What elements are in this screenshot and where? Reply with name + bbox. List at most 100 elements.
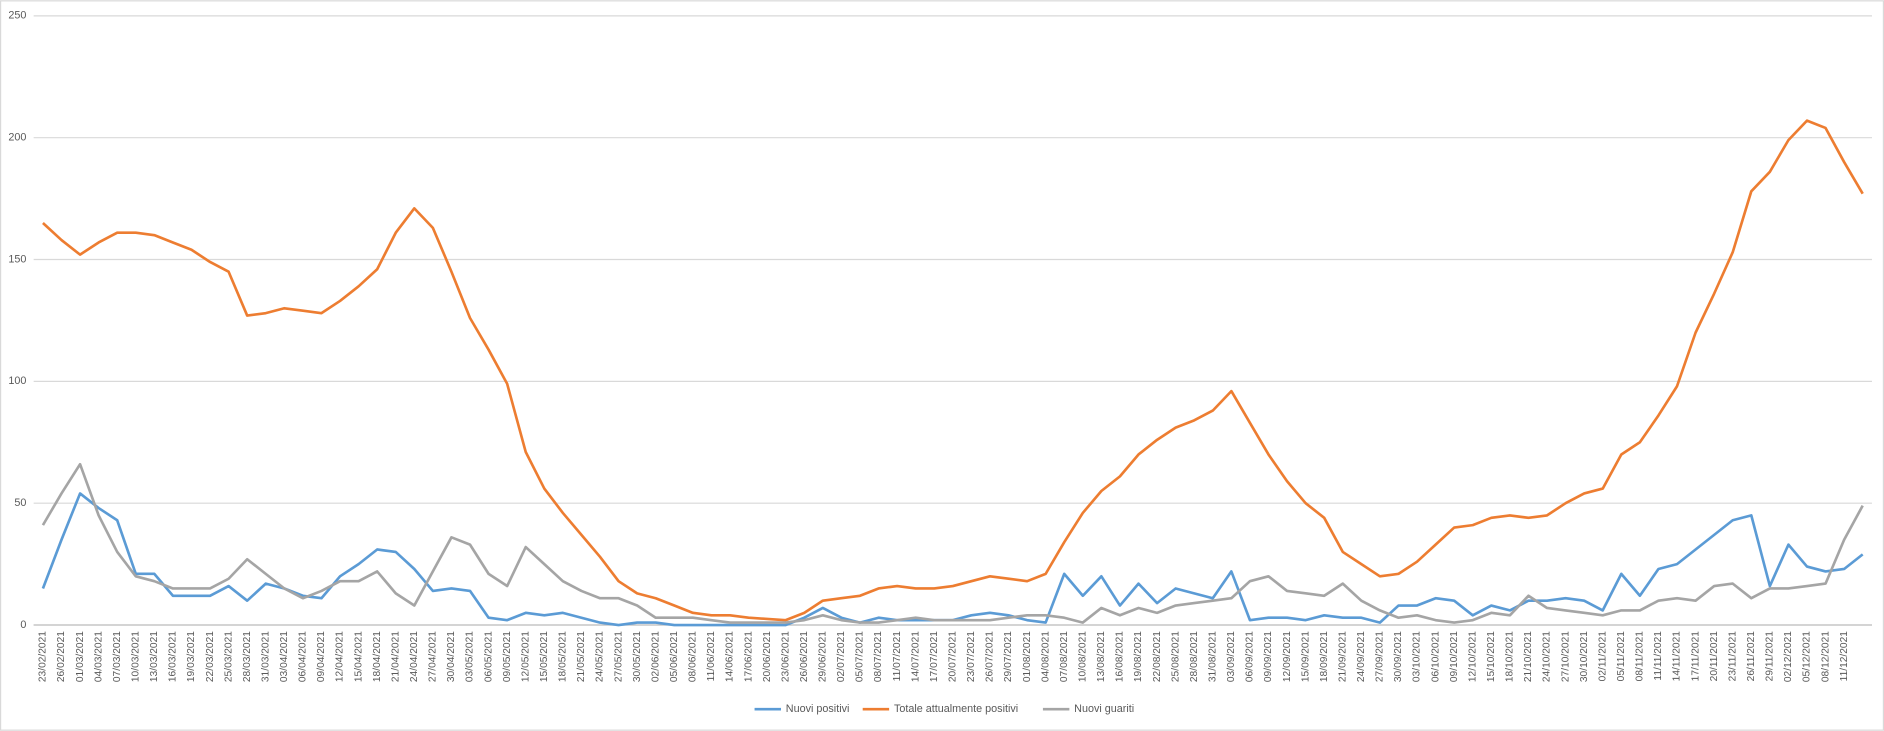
x-tick-label: 03/09/2021 [1226,631,1237,682]
x-tick-label: 18/04/2021 [372,631,383,682]
x-tick-label: 05/07/2021 [855,631,866,682]
x-tick-label: 09/09/2021 [1263,631,1274,682]
x-tick-label: 21/09/2021 [1337,631,1348,682]
x-tick-label: 21/04/2021 [390,631,401,682]
x-tick-label: 23/11/2021 [1727,631,1738,682]
x-tick-label: 08/06/2021 [688,631,699,682]
x-tick-label: 15/04/2021 [353,631,364,682]
x-tick-label: 22/08/2021 [1152,631,1163,682]
x-tick-label: 29/06/2021 [818,631,829,682]
x-tick-label: 06/09/2021 [1245,631,1256,682]
x-tick-label: 03/10/2021 [1412,631,1423,682]
x-tick-label: 03/05/2021 [465,631,476,682]
legend-label: Totale attualmente positivi [894,703,1018,715]
x-tick-label: 24/09/2021 [1356,631,1367,682]
x-tick-label: 13/03/2021 [149,631,160,682]
x-tick-label: 19/08/2021 [1133,631,1144,682]
x-tick-label: 23/02/2021 [38,631,49,682]
series-line [42,119,1864,622]
x-tick-label: 29/11/2021 [1765,631,1776,682]
x-tick-label: 30/04/2021 [446,631,457,682]
x-tick-label: 11/07/2021 [892,631,903,682]
x-tick-label: 15/05/2021 [539,631,550,682]
x-tick-label: 17/07/2021 [929,631,940,682]
y-tick-label: 200 [8,132,26,144]
x-tick-label: 07/03/2021 [112,631,123,682]
x-tick-label: 26/02/2021 [56,631,67,682]
x-tick-label: 24/10/2021 [1542,631,1553,682]
x-tick-label: 18/05/2021 [558,631,569,682]
x-tick-label: 08/11/2021 [1635,631,1646,682]
x-tick-label: 26/07/2021 [985,631,996,682]
x-tick-label: 18/09/2021 [1319,631,1330,682]
x-tick-label: 05/06/2021 [669,631,680,682]
x-tick-label: 12/10/2021 [1467,631,1478,682]
x-tick-label: 31/08/2021 [1207,631,1218,682]
x-tick-label: 24/04/2021 [409,631,420,682]
x-tick-label: 15/10/2021 [1486,631,1497,682]
x-tick-label: 27/09/2021 [1375,631,1386,682]
x-tick-label: 11/12/2021 [1839,631,1850,682]
x-tick-label: 03/04/2021 [279,631,290,682]
x-tick-label: 26/11/2021 [1746,631,1757,682]
x-tick-label: 06/04/2021 [298,631,309,682]
x-tick-label: 10/08/2021 [1078,631,1089,682]
x-tick-label: 29/07/2021 [1003,631,1014,682]
x-tick-label: 02/07/2021 [836,631,847,682]
x-tick-label: 23/07/2021 [966,631,977,682]
x-tick-label: 31/03/2021 [260,631,271,682]
legend-label: Nuovi positivi [786,703,850,715]
y-tick-label: 50 [14,497,26,509]
x-tick-label: 05/12/2021 [1802,631,1813,682]
y-tick-label: 250 [8,10,26,22]
x-tick-label: 30/09/2021 [1393,631,1404,682]
x-tick-label: 08/12/2021 [1820,631,1831,682]
x-tick-label: 15/09/2021 [1300,631,1311,682]
x-tick-label: 01/08/2021 [1022,631,1033,682]
legend-label: Nuovi guariti [1074,703,1134,715]
x-tick-label: 22/03/2021 [205,631,216,682]
y-tick-label: 0 [20,619,26,631]
x-tick-label: 02/12/2021 [1783,631,1794,682]
x-tick-label: 20/07/2021 [948,631,959,682]
x-tick-label: 19/03/2021 [186,631,197,682]
x-tick-label: 08/07/2021 [873,631,884,682]
series-line [41,462,1864,624]
x-tick-label: 04/03/2021 [93,631,104,682]
x-tick-label: 18/10/2021 [1505,631,1516,682]
x-tick-label: 14/11/2021 [1672,631,1683,682]
x-tick-label: 09/10/2021 [1449,631,1460,682]
x-tick-label: 28/03/2021 [242,631,253,682]
x-tick-label: 16/03/2021 [168,631,179,682]
x-tick-label: 14/07/2021 [910,631,921,682]
x-tick-label: 06/10/2021 [1430,631,1441,682]
x-tick-label: 05/11/2021 [1616,631,1627,682]
x-tick-label: 25/03/2021 [223,631,234,682]
x-tick-label: 28/08/2021 [1189,631,1200,682]
x-tick-label: 20/11/2021 [1709,631,1720,682]
x-tick-label: 02/11/2021 [1597,631,1608,682]
x-tick-label: 06/05/2021 [483,631,494,682]
x-tick-label: 12/05/2021 [520,631,531,682]
x-tick-label: 21/05/2021 [576,631,587,682]
x-tick-label: 11/11/2021 [1653,631,1664,681]
x-tick-label: 24/05/2021 [595,631,606,682]
x-tick-label: 16/08/2021 [1115,631,1126,682]
x-tick-label: 11/06/2021 [706,631,717,682]
x-tick-label: 09/04/2021 [316,631,327,682]
x-tick-label: 17/11/2021 [1690,631,1701,682]
x-tick-label: 21/10/2021 [1523,631,1534,682]
x-tick-label: 25/08/2021 [1170,631,1181,682]
x-tick-label: 17/06/2021 [743,631,754,682]
x-tick-label: 30/05/2021 [632,631,643,682]
x-tick-label: 23/06/2021 [780,631,791,682]
x-tick-label: 10/03/2021 [130,631,141,682]
x-tick-label: 30/10/2021 [1579,631,1590,682]
x-tick-label: 02/06/2021 [650,631,661,682]
x-tick-label: 20/06/2021 [762,631,773,682]
y-tick-label: 150 [8,253,26,265]
x-tick-label: 27/04/2021 [428,631,439,682]
x-tick-label: 26/06/2021 [799,631,810,682]
